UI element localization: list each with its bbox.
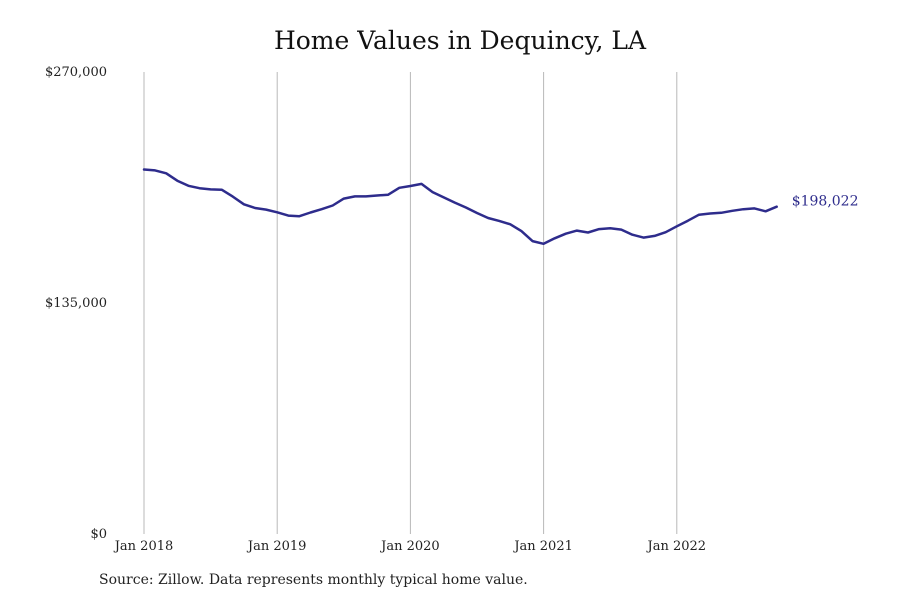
x-tick-label: Jan 2019	[246, 539, 307, 554]
y-tick-label: $135,000	[45, 296, 107, 311]
x-tick-label: Jan 2021	[512, 539, 573, 554]
x-axis-ticks: Jan 2018 Jan 2019 Jan 2020 Jan 2021 Jan 2022	[113, 539, 706, 554]
source-note: Source: Zillow. Data represents monthly …	[99, 572, 528, 588]
y-tick-label: $270,000	[45, 65, 107, 80]
chart-title: Home Values in Dequincy, LA	[273, 26, 647, 55]
end-value-label: $198,022	[792, 194, 859, 210]
x-tick-label: Jan 2018	[113, 539, 174, 554]
x-tick-label: Jan 2022	[646, 539, 707, 554]
end-label-group: $198,022	[792, 194, 859, 210]
y-tick-label: $0	[90, 527, 107, 542]
x-tick-label: Jan 2020	[379, 539, 440, 554]
y-axis-ticks: $0 $135,000 $270,000	[45, 65, 107, 542]
gridlines	[143, 72, 678, 534]
series-group	[142, 168, 778, 246]
series-line-0	[142, 168, 778, 246]
